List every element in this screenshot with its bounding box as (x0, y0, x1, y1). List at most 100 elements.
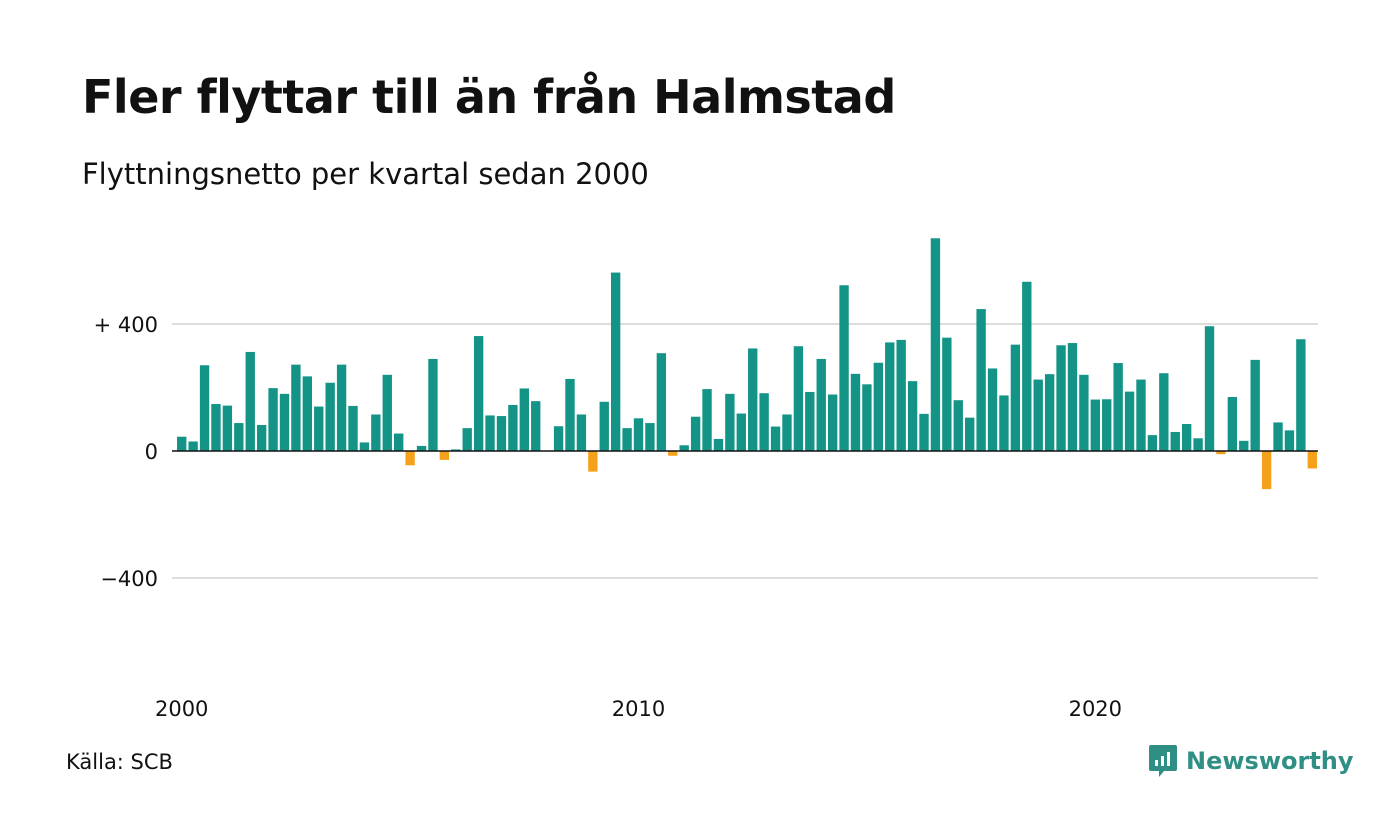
bar (462, 428, 472, 451)
x-tick-label: 2010 (612, 697, 665, 721)
bar (736, 413, 746, 451)
bar (987, 368, 998, 451)
bar (451, 449, 461, 451)
y-tick-label: + 400 (94, 313, 158, 337)
bar (999, 395, 1009, 451)
bar (359, 442, 370, 451)
bar (519, 388, 529, 451)
bar (371, 414, 381, 451)
bar (1079, 374, 1089, 451)
bar (930, 238, 941, 451)
bar (1261, 451, 1272, 490)
bar (268, 388, 278, 451)
bar (645, 423, 655, 451)
bar (668, 451, 678, 456)
bar (690, 416, 701, 451)
bar-chart: + 400 0 −400 2000 2010 2020 (94, 238, 1318, 721)
bar (919, 413, 929, 451)
bar (1136, 379, 1146, 451)
bar (976, 309, 986, 451)
bar (1227, 397, 1238, 451)
chart-title: Fler flyttar till än från Halmstad (82, 70, 896, 124)
bar (1022, 281, 1032, 451)
bar (188, 441, 198, 451)
bar (953, 400, 963, 451)
bar (553, 426, 564, 451)
gridlines (172, 323, 1318, 579)
bar (177, 436, 187, 451)
bar (1239, 440, 1249, 451)
bar (713, 438, 724, 451)
bar (1193, 438, 1203, 451)
bar (508, 404, 518, 451)
bar (610, 272, 621, 451)
bar (770, 426, 781, 451)
bar (473, 336, 484, 451)
bar (965, 417, 975, 451)
bar (348, 405, 358, 451)
bar (394, 433, 404, 451)
bar (485, 415, 495, 451)
bar (1102, 399, 1112, 451)
bar (1307, 451, 1317, 469)
bar (725, 393, 735, 451)
x-tick-label: 2000 (155, 697, 208, 721)
axes: + 400 0 −400 2000 2010 2020 (94, 313, 1318, 721)
bar (531, 401, 541, 451)
bar (656, 353, 667, 451)
bar (234, 423, 244, 451)
bar (827, 394, 838, 451)
bar (1273, 422, 1283, 451)
bar (759, 393, 769, 451)
bar (1033, 379, 1043, 451)
brand-logo[interactable]: Newsworthy (1148, 744, 1354, 778)
bars (177, 238, 1317, 490)
bar (896, 339, 906, 452)
bar (1010, 344, 1021, 451)
bar (816, 358, 826, 451)
bar (256, 424, 267, 451)
bar (382, 374, 392, 451)
bar (1250, 359, 1260, 451)
bar (291, 364, 301, 451)
bar (850, 373, 861, 451)
bar (839, 285, 849, 451)
bar (1124, 391, 1135, 451)
bar (245, 351, 255, 451)
bar (279, 393, 290, 451)
bar (314, 406, 324, 451)
bar (1284, 430, 1295, 451)
bar (679, 445, 689, 451)
bar (222, 405, 233, 451)
bar (405, 451, 415, 466)
bar (588, 451, 598, 472)
bar (942, 337, 952, 451)
bar (428, 358, 438, 451)
bar (325, 382, 335, 451)
chart-subtitle: Flyttningsnetto per kvartal sedan 2000 (82, 157, 649, 191)
bar (1090, 399, 1100, 451)
bar (565, 378, 575, 451)
bar (873, 362, 884, 451)
bar (907, 381, 918, 451)
bar (702, 389, 712, 451)
bar (576, 414, 587, 451)
bar (885, 342, 895, 451)
bar (599, 401, 609, 451)
bar (1204, 326, 1215, 451)
y-tick-label: −400 (100, 567, 158, 591)
bar (302, 376, 313, 451)
bar (336, 364, 347, 451)
bar (793, 346, 804, 451)
bar (416, 445, 427, 451)
brand-name: Newsworthy (1186, 747, 1354, 775)
bar (622, 428, 632, 451)
bar (782, 414, 792, 451)
bar (1147, 435, 1158, 452)
bar (496, 416, 507, 451)
bar (199, 365, 210, 451)
bar (633, 418, 644, 451)
bar (862, 384, 872, 451)
bar (1296, 339, 1306, 451)
bar (1170, 431, 1180, 451)
